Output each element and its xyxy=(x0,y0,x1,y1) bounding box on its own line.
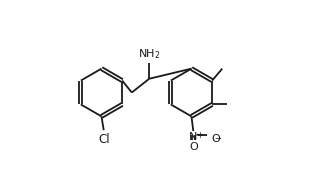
Text: N: N xyxy=(189,132,197,142)
Text: O: O xyxy=(189,142,198,152)
Text: O: O xyxy=(211,134,220,144)
Text: NH$_2$: NH$_2$ xyxy=(138,48,161,61)
Text: Cl: Cl xyxy=(98,133,110,147)
Text: −: − xyxy=(214,134,221,143)
Text: +: + xyxy=(197,131,203,140)
